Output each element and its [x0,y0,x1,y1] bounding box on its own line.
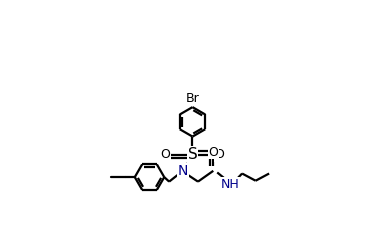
Text: S: S [187,147,198,162]
Text: N: N [177,164,188,178]
Text: O: O [161,148,170,161]
Text: NH: NH [221,178,239,190]
Text: Br: Br [186,92,199,105]
Text: O: O [208,146,218,159]
Text: O: O [215,148,224,161]
